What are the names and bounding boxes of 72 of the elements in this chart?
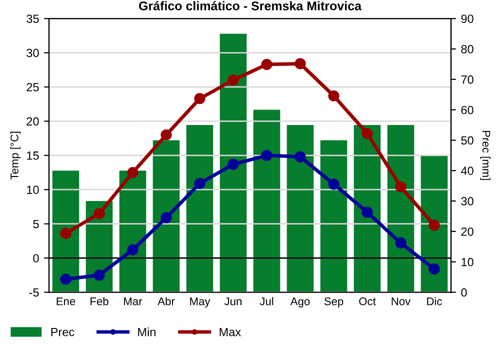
x-tick-label: Sep (324, 297, 344, 308)
point (60, 228, 72, 239)
bar (220, 34, 247, 292)
point (194, 178, 206, 190)
y-tick-label: 20 (26, 117, 39, 126)
bar (119, 170, 146, 292)
bar (152, 140, 180, 292)
point (428, 263, 440, 275)
y-axis-title: Temp [°C] (10, 132, 21, 180)
x-tick-label: Nov (392, 298, 411, 306)
y-tick-label: 15 (27, 152, 39, 160)
y2-tick-label: 30 (461, 197, 474, 206)
y-tick-label: 10 (27, 186, 39, 194)
x-tick-label: Mar (124, 298, 142, 306)
y-tick-label: 30 (26, 48, 39, 58)
y-tick-label: 25 (26, 83, 39, 92)
y2-tick-label: 50 (461, 136, 474, 145)
point (94, 270, 105, 281)
legend-label: Max (220, 328, 241, 336)
point (94, 208, 105, 220)
y2-tick-label: 90 (461, 14, 474, 23)
y-tick-label: -5 (29, 288, 39, 297)
y2-tick-label: 70 (461, 75, 474, 84)
point (294, 151, 306, 162)
chart-title: Gráfico climático - Sremska Mitrovica (139, 1, 362, 10)
y2-tick-label: 10 (462, 258, 474, 266)
x-tick-label: Abr (158, 297, 175, 306)
x-tick-label: Jul (260, 297, 274, 306)
y2-tick-label: 80 (461, 44, 474, 54)
y-tick-label: 35 (26, 14, 39, 23)
bar (420, 155, 448, 292)
bar (387, 124, 414, 292)
bar (286, 124, 314, 292)
bar (52, 170, 80, 292)
y-tick-label: 5 (33, 220, 39, 228)
point (261, 58, 272, 70)
bar (253, 110, 280, 292)
y-tick-label: 0 (33, 254, 39, 262)
point (362, 128, 373, 140)
x-tick-label: Oct (359, 297, 376, 306)
point (127, 166, 138, 178)
x-tick-label: Ago (290, 298, 310, 308)
y2-tick-label: 20 (461, 227, 474, 236)
bar (186, 124, 214, 292)
point (395, 181, 406, 192)
point (194, 93, 206, 104)
point (228, 158, 239, 170)
x-tick-label: May (190, 298, 210, 308)
point (261, 150, 272, 161)
x-tick-label: Ene (56, 298, 76, 306)
point (228, 74, 239, 86)
point (428, 220, 440, 231)
y2-tick-label: 60 (461, 106, 474, 114)
point (60, 274, 72, 285)
legend-label: Min (138, 328, 156, 336)
point (395, 237, 406, 249)
x-tick-label: Jun (224, 298, 242, 306)
x-tick-label: Feb (90, 297, 108, 306)
legend-label: Prec (51, 328, 74, 336)
point (328, 178, 340, 190)
point (328, 90, 340, 102)
point (362, 206, 373, 218)
y2-tick-label: 40 (460, 166, 474, 175)
point (160, 129, 172, 140)
x-tick-label: Dic (427, 297, 442, 306)
point (127, 244, 138, 256)
point (160, 212, 172, 224)
bar (354, 124, 381, 292)
y2-tick-label: 0 (461, 288, 467, 297)
bar (320, 140, 348, 292)
y2-axis-title: Prec [mm] (480, 131, 491, 180)
point (294, 58, 306, 70)
